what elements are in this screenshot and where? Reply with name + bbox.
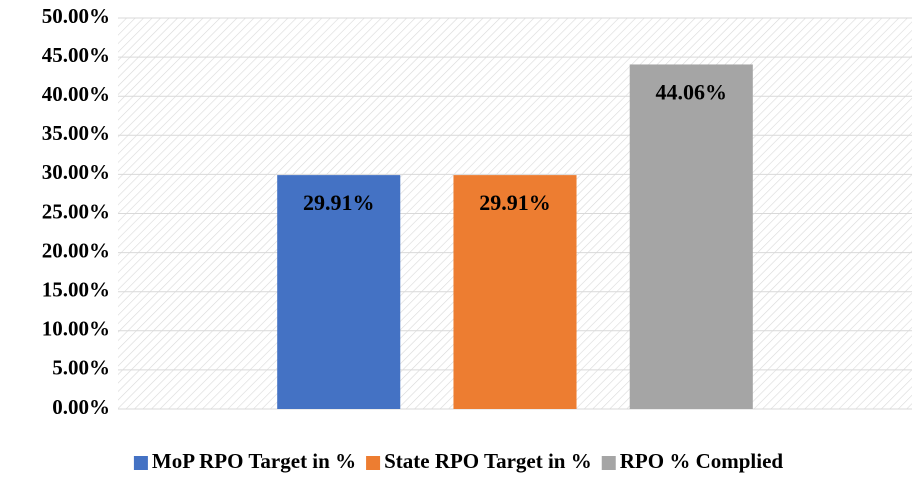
legend-label: RPO % Complied (620, 449, 784, 473)
legend-swatch (366, 456, 381, 470)
y-tick-label: 15.00% (42, 278, 110, 302)
legend-label: State RPO Target in % (384, 449, 592, 473)
y-tick-label: 30.00% (42, 160, 110, 184)
data-label: 29.91% (303, 190, 375, 215)
y-tick-label: 35.00% (42, 121, 110, 145)
legend-label: MoP RPO Target in % (152, 449, 356, 473)
y-tick-label: 10.00% (42, 317, 110, 341)
legend-swatch (133, 456, 148, 470)
y-tick-label: 5.00% (52, 356, 110, 380)
y-tick-label: 50.00% (42, 4, 110, 28)
y-tick-label: 0.00% (52, 395, 110, 419)
y-tick-label: 40.00% (42, 82, 110, 106)
y-tick-label: 45.00% (42, 43, 110, 67)
data-label: 44.06% (656, 79, 728, 104)
y-tick-label: 20.00% (42, 238, 110, 262)
bar (277, 175, 401, 409)
y-tick-label: 25.00% (42, 199, 110, 223)
legend-swatch (601, 456, 616, 470)
bar (453, 175, 577, 409)
bar (629, 64, 753, 409)
data-label: 29.91% (479, 190, 551, 215)
